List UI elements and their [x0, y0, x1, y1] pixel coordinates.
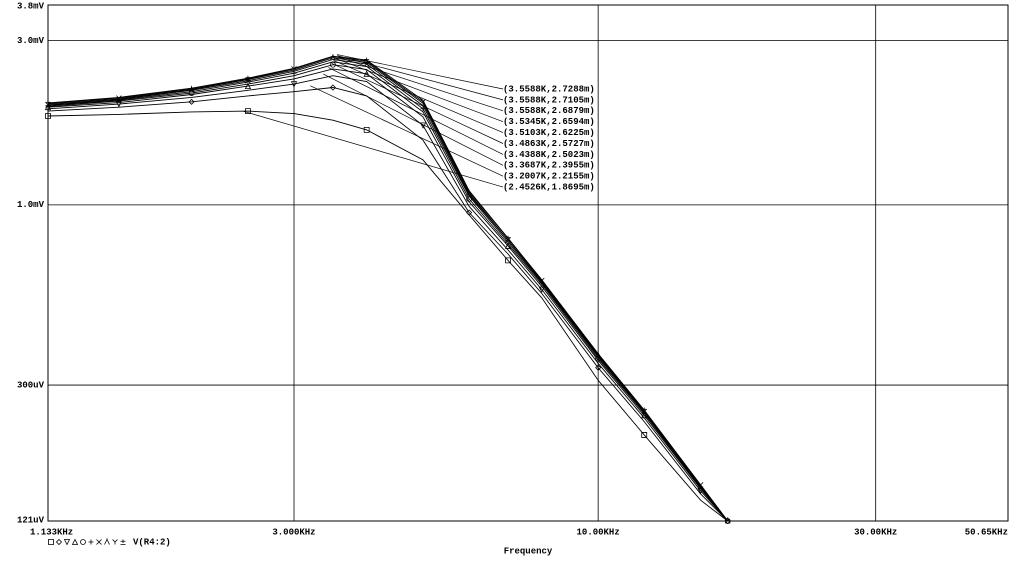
series-marker — [188, 98, 195, 105]
series-line — [47, 64, 729, 522]
annotation-leader — [333, 60, 504, 133]
annotation-label: (2.4526K,1.8695m) — [503, 182, 595, 192]
x-tick-label: 1.133KHz — [30, 527, 73, 537]
series-marker — [363, 126, 370, 133]
series-marker — [188, 85, 195, 93]
series-marker — [45, 113, 51, 119]
series-marker — [188, 90, 195, 96]
x-axis-label: Frequency — [504, 546, 553, 556]
series-line — [47, 59, 729, 522]
x-tick-label: 30.00KHz — [854, 527, 897, 537]
series-marker — [641, 407, 647, 413]
legend-marker — [96, 539, 102, 545]
annotation-leader — [328, 67, 504, 155]
annotation-leader — [310, 85, 504, 177]
annotation-leader — [337, 56, 504, 112]
series-marker — [45, 100, 51, 106]
y-tick-label: 3.8mV — [17, 1, 45, 11]
series-marker — [330, 54, 336, 61]
annotation-label: (3.3687K,2.3955m) — [503, 161, 595, 171]
annotation-leader — [337, 55, 504, 101]
series-marker — [505, 235, 511, 242]
legend-marker — [120, 539, 126, 545]
series-line — [47, 55, 729, 522]
x-tick-label: 50.65KHz — [965, 527, 1008, 537]
legend-label: V(R4:2) — [133, 537, 171, 547]
series-marker — [116, 95, 122, 101]
series-marker — [420, 99, 426, 105]
legend-marker — [104, 538, 110, 545]
legend-marker — [80, 539, 86, 545]
series-line — [47, 87, 729, 522]
legend-marker — [88, 539, 94, 545]
series-line — [47, 61, 729, 522]
annotation-label: (3.4863K,2.5727m) — [503, 139, 595, 149]
annotation-leader — [243, 110, 504, 188]
y-tick-label: 1.0mV — [17, 200, 45, 210]
y-tick-label: 300uV — [17, 380, 45, 390]
series-marker — [724, 517, 731, 524]
series-marker — [291, 66, 297, 72]
legend-marker — [48, 539, 54, 545]
annotation-label: (3.2007K,2.2155m) — [503, 172, 595, 182]
x-tick-label: 3.000KHz — [272, 527, 315, 537]
series-marker — [538, 277, 545, 284]
series-marker — [245, 75, 251, 82]
annotation-label: (3.5103K,2.6225m) — [503, 128, 595, 138]
annotation-label: (3.5588K,2.7288m) — [503, 84, 595, 94]
series-line — [47, 56, 729, 522]
series-line — [47, 57, 729, 522]
series-marker — [44, 103, 52, 111]
y-tick-label: 3.0mV — [17, 36, 45, 46]
legend-marker — [112, 539, 118, 545]
series-line — [47, 110, 728, 522]
annotation-leader — [335, 58, 504, 123]
legend-marker — [55, 538, 63, 546]
series-marker — [505, 257, 511, 264]
series-marker — [595, 364, 602, 371]
series-line — [47, 75, 729, 522]
annotation-label: (3.4388K,2.5023m) — [503, 150, 595, 160]
series-line — [47, 68, 729, 522]
series-marker — [244, 82, 252, 90]
series-marker — [641, 432, 648, 438]
series-marker — [466, 209, 473, 216]
annotation-leader — [331, 63, 504, 144]
series-marker — [290, 81, 298, 88]
annotation-label: (3.5588K,2.6879m) — [503, 106, 595, 116]
legend-marker — [71, 538, 79, 545]
x-tick-label: 10.00KHz — [577, 527, 620, 537]
annotation-label: (3.5345K,2.6594m) — [503, 117, 595, 127]
series-marker — [329, 84, 337, 91]
annotation-label: (3.5588K,2.7105m) — [503, 95, 595, 105]
annotation-leader — [337, 54, 504, 90]
annotation-leader — [323, 73, 504, 166]
legend-marker — [63, 539, 71, 546]
y-tick-label: 121uV — [17, 515, 45, 525]
